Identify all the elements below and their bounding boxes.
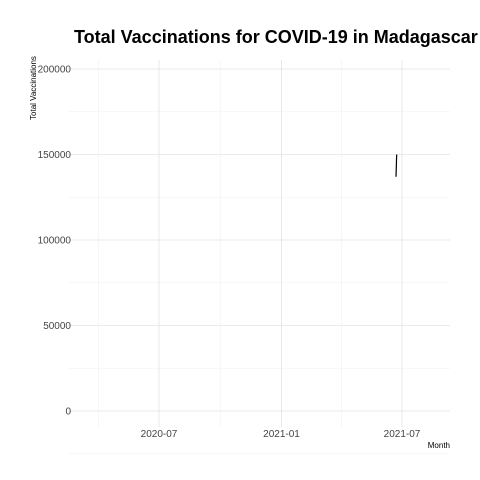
series-layer [395,154,398,177]
y-tick-label: 150000 [38,150,72,161]
y-axis-ticks: 0 50000 100000 150000 200000 [38,65,72,418]
y-tick-label: 100000 [38,236,72,247]
series-line [395,154,398,177]
x-tick-label: 2021-07 [384,429,421,440]
x-tick-label: 2021-01 [263,429,300,440]
chart-title: Total Vaccinations for COVID-19 in Madag… [74,27,478,47]
x-axis-title: Month [428,441,450,450]
y-tick-label: 50000 [43,321,71,332]
y-tick-label: 200000 [38,65,72,76]
x-tick-label: 2020-07 [141,429,178,440]
y-axis-title: Total Vaccinations [29,56,38,120]
grid [68,60,450,455]
x-axis-ticks: 2020-07 2021-01 2021-07 [141,429,421,440]
y-tick-label: 0 [65,407,71,418]
